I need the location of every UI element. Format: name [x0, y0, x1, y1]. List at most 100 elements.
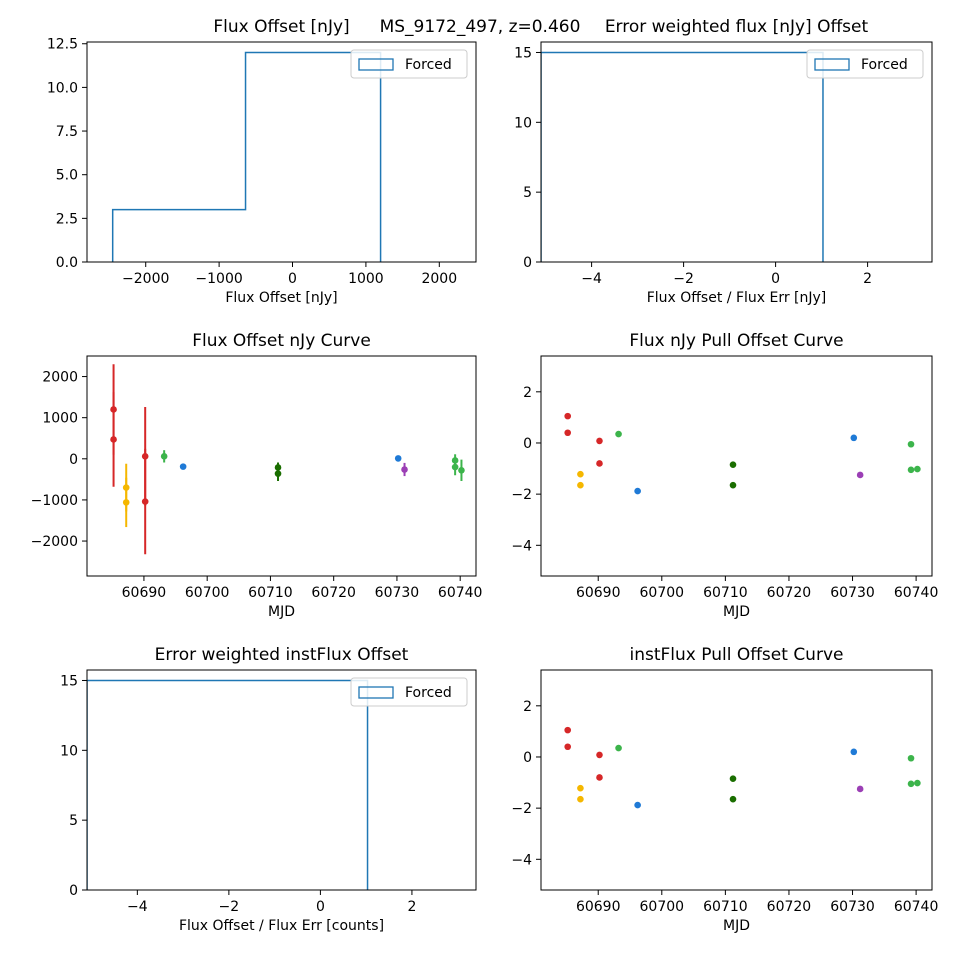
y-tick-label: 15: [60, 673, 78, 689]
data-point: [596, 460, 603, 467]
axes-frame: [540, 41, 933, 263]
x-tick-label: −2: [219, 899, 240, 915]
y-tick-label: 5: [523, 185, 532, 201]
data-point: [850, 434, 858, 442]
y-tick-label: 10: [514, 115, 532, 131]
data-point: [122, 499, 130, 506]
y-tick-label: 7.5: [56, 124, 78, 140]
panel-title: Flux Offset nJy Curve: [192, 331, 371, 351]
x-tick-label: −2: [673, 271, 694, 287]
x-axis-label: Flux Offset / Flux Err [counts]: [179, 918, 384, 934]
y-tick-label: 2.5: [56, 211, 78, 227]
plot-area: [110, 364, 465, 555]
x-axis-label: MJD: [723, 918, 750, 934]
figure-suptitle: MS_9172_497, z=0.460: [380, 17, 581, 37]
data-point: [729, 775, 737, 783]
x-tick-label: 60730: [830, 899, 875, 915]
y-tick-label: 0.0: [56, 255, 78, 271]
legend-box: [350, 49, 468, 79]
y-tick-label: 5: [69, 813, 78, 829]
y-tick-label: 10.0: [47, 80, 78, 96]
data-point: [110, 436, 117, 443]
data-point: [564, 429, 572, 437]
data-point: [564, 743, 572, 751]
plot-area: [564, 412, 921, 495]
x-tick-label: 60730: [830, 585, 875, 601]
x-tick-label: 60710: [703, 899, 748, 915]
panel-title: Error weighted instFlux Offset: [155, 645, 409, 665]
data-point: [907, 440, 915, 448]
y-tick-label: 5.0: [56, 168, 78, 184]
data-point: [615, 744, 622, 752]
x-tick-label: 60700: [640, 899, 685, 915]
x-tick-label: 60710: [703, 585, 748, 601]
x-tick-label: 0: [771, 271, 780, 287]
y-tick-label: 0: [69, 452, 78, 468]
x-tick-label: 60740: [438, 585, 483, 601]
data-point: [850, 748, 858, 756]
axes-frame: [86, 355, 477, 577]
x-tick-label: 60720: [311, 585, 356, 601]
data-point: [401, 466, 408, 473]
y-tick-label: 2000: [42, 370, 78, 386]
plot-area: [541, 51, 824, 262]
histogram-step: [87, 679, 369, 890]
panels: −2000 −1000 0 1000 20000.02.55.07.510.012.5F…: [31, 17, 939, 934]
x-tick-label: 60700: [640, 585, 685, 601]
data-point: [577, 784, 584, 792]
x-tick-label: 2000: [421, 271, 457, 287]
y-tick-label: 0: [69, 883, 78, 899]
legend: Forced: [806, 49, 924, 79]
x-tick-label: 60740: [894, 899, 939, 915]
x-tick-label: −4: [581, 271, 602, 287]
panel-flux_curve: 60690 60700 60710 60720 60730 60740 −2000 −1000…: [31, 331, 483, 620]
x-tick-label: 60690: [576, 899, 621, 915]
panel-flux_pull_curve: 60690 60700 60710 60720 60730 60740 −4 −2 0 2 MJD F…: [511, 331, 938, 620]
x-tick-label: 60690: [122, 585, 167, 601]
legend: Forced: [350, 49, 468, 79]
histogram-step: [111, 51, 382, 262]
data-point: [160, 453, 168, 460]
y-tick-label: 2: [523, 385, 532, 401]
x-tick-label: 0: [316, 899, 325, 915]
y-tick-label: −4: [511, 852, 532, 868]
data-point: [179, 463, 187, 470]
y-tick-label: −2000: [31, 534, 78, 550]
data-point: [564, 412, 572, 420]
x-axis-label: Flux Offset [nJy]: [225, 290, 337, 306]
data-point: [577, 481, 584, 489]
y-tick-label: 0: [523, 436, 532, 452]
x-tick-label: 2: [863, 271, 872, 287]
x-tick-label: 60710: [248, 585, 293, 601]
y-tick-label: 10: [60, 743, 78, 759]
panel-title: Flux nJy Pull Offset Curve: [629, 331, 843, 351]
legend-label: Forced: [861, 57, 908, 73]
data-point: [914, 779, 921, 787]
y-tick-label: 2: [523, 699, 532, 715]
data-point: [615, 430, 622, 438]
plot-area: [87, 679, 369, 890]
data-point: [634, 801, 641, 809]
y-tick-label: 1000: [42, 411, 78, 427]
y-tick-label: −1000: [31, 493, 78, 509]
x-axis-label: Flux Offset / Flux Err [nJy]: [647, 290, 827, 306]
data-point: [729, 461, 737, 469]
x-axis-label: MJD: [268, 604, 295, 620]
data-point: [729, 481, 737, 489]
data-point: [596, 751, 603, 759]
x-tick-label: 60700: [185, 585, 230, 601]
data-point: [634, 487, 641, 495]
legend-label: Forced: [405, 57, 452, 73]
panel-instflux_pull_curve: 60690 60700 60710 60720 60730 60740 −4 −2 0 2 MJD i…: [511, 645, 938, 934]
panel-instflux_pull_hist: −4 −2 0 2 0 5 10 15 Flux Offset / Flux Err [coun…: [60, 645, 477, 934]
x-tick-label: 1000: [348, 271, 384, 287]
data-point: [914, 465, 921, 473]
legend-swatch: [358, 58, 394, 71]
axes-frame: [540, 355, 933, 577]
y-tick-label: 12.5: [47, 37, 78, 53]
legend: Forced: [350, 677, 468, 707]
x-tick-label: 0: [288, 271, 297, 287]
data-point: [577, 795, 584, 803]
x-tick-label: −2000: [122, 271, 169, 287]
